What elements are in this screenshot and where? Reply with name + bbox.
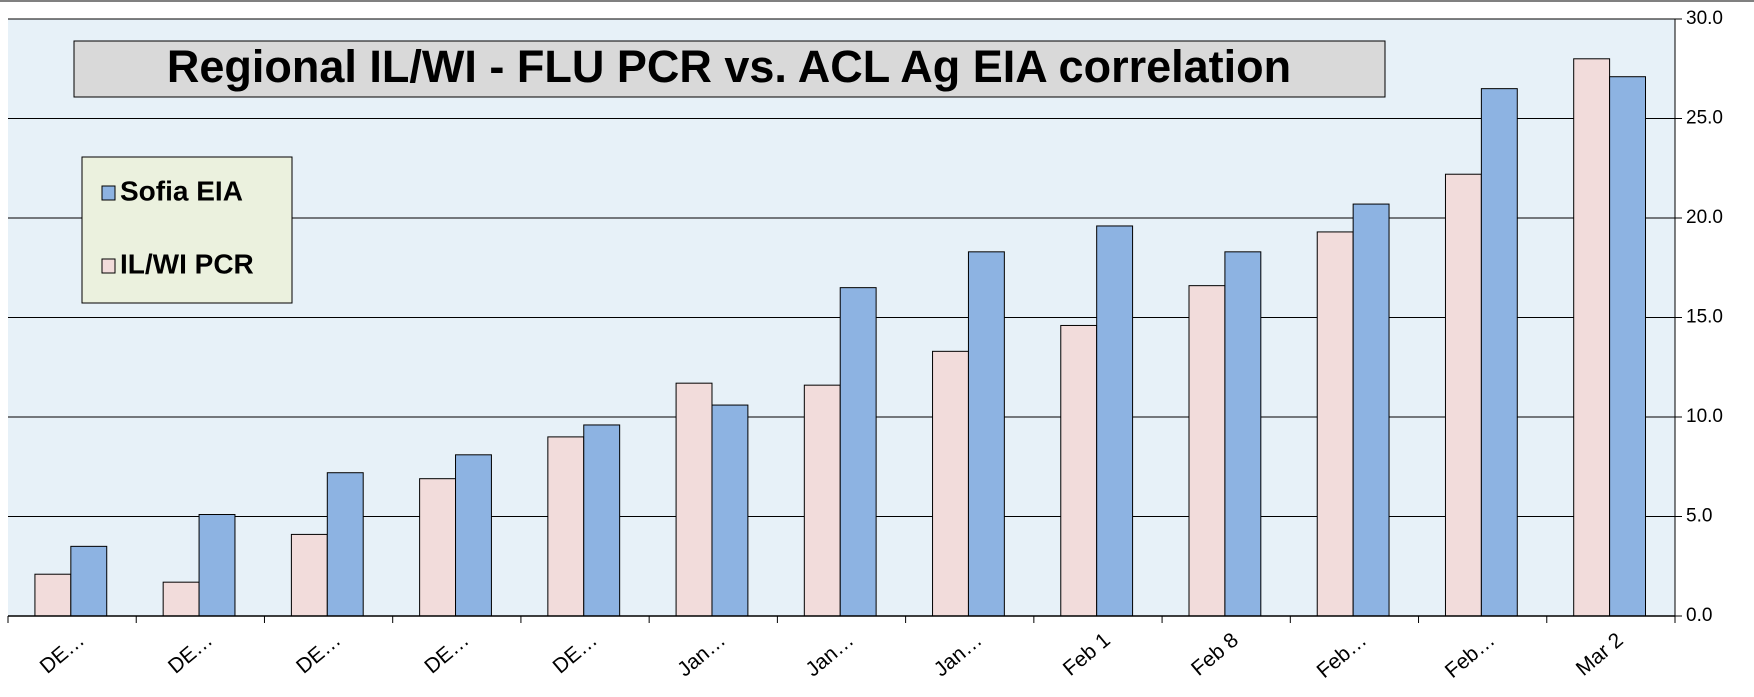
bar: [290, 533, 328, 617]
bar: [675, 382, 713, 617]
legend-swatch: [101, 258, 116, 274]
bar: [1609, 76, 1647, 617]
bar: [583, 424, 621, 617]
y-tick-label: 25.0: [1686, 108, 1723, 129]
bar: [70, 545, 108, 617]
legend-swatch: [101, 185, 116, 201]
bar: [1480, 88, 1518, 617]
bar: [711, 404, 749, 617]
bar: [1352, 203, 1390, 617]
y-tick-label: 30.0: [1686, 8, 1723, 29]
bar: [1573, 58, 1611, 617]
chart-title: Regional IL/WI - FLU PCR vs. ACL Ag EIA …: [167, 41, 1291, 92]
legend-label: IL/WI PCR: [120, 248, 254, 279]
bar: [1188, 285, 1226, 617]
y-tick-label: 15.0: [1686, 307, 1723, 328]
bar: [1096, 225, 1134, 617]
legend-box: [81, 156, 293, 304]
y-tick-label: 20.0: [1686, 207, 1723, 228]
bar: [455, 454, 492, 617]
bar: [932, 350, 969, 617]
bar: [1444, 173, 1482, 617]
bar: [34, 573, 72, 617]
y-tick-label: 10.0: [1686, 406, 1723, 427]
bar: [547, 436, 585, 617]
bar: [1316, 231, 1354, 617]
y-tick-label: 0.0: [1686, 605, 1712, 626]
bar: [1224, 251, 1262, 617]
bar: [326, 472, 364, 617]
bar: [162, 581, 200, 617]
bar: [198, 514, 236, 617]
title-box: [73, 40, 1386, 98]
bar: [1060, 324, 1098, 617]
bar: [839, 287, 877, 617]
bar: [803, 384, 841, 617]
legend-label: Sofia EIA: [120, 175, 243, 206]
bar: [967, 251, 1005, 617]
y-tick-label: 5.0: [1686, 506, 1712, 527]
bar: [419, 478, 457, 617]
